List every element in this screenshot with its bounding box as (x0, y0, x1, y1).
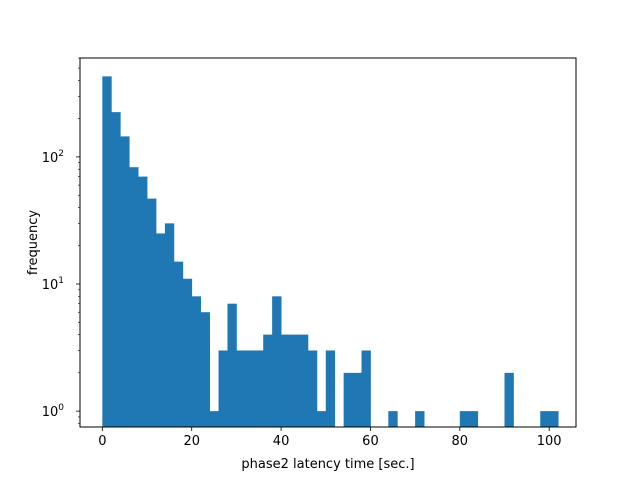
y-axis-label: frequency (26, 210, 41, 276)
histogram-bar (325, 350, 336, 427)
x-axis-label: phase2 latency time [sec.] (241, 457, 414, 472)
histogram-bar (468, 411, 479, 427)
y-tick-label: 100 (42, 403, 65, 420)
histogram-bar (272, 296, 282, 427)
histogram-bar (415, 411, 425, 427)
histogram-bar (155, 233, 166, 427)
histogram-bar (218, 350, 228, 427)
histogram-bar (245, 350, 255, 427)
histogram-bar (164, 223, 175, 427)
histogram-bar (361, 350, 371, 427)
histogram-bar (254, 350, 264, 427)
histogram-bar (138, 176, 148, 427)
y-axis-ticks: 100 101 102 (42, 57, 80, 424)
histogram-bar (388, 411, 398, 427)
histogram-bar (129, 167, 139, 428)
x-tick-label: 60 (362, 434, 379, 449)
histogram-bar (200, 312, 210, 427)
histogram-bar (290, 334, 300, 427)
histogram-bar (191, 296, 202, 427)
histogram-bar (298, 334, 309, 427)
histogram-bar (236, 350, 246, 427)
x-tick-label: 100 (537, 434, 562, 449)
histogram-bar (209, 411, 219, 427)
x-axis-ticks: 0 20 40 60 80 100 (98, 427, 562, 449)
histogram-bar (352, 372, 362, 427)
histogram-bar (120, 136, 130, 427)
histogram-bar (147, 198, 157, 427)
histogram-bar (316, 411, 327, 427)
histogram-bar (459, 411, 470, 427)
y-tick-label: 102 (42, 149, 64, 166)
x-tick-label: 40 (273, 434, 290, 449)
bars-group (102, 76, 559, 428)
histogram-bar (102, 76, 112, 427)
histogram-bar (111, 112, 121, 427)
histogram-bar (173, 261, 184, 427)
histogram-bar (263, 334, 273, 427)
histogram-bar (182, 278, 193, 427)
x-tick-label: 20 (183, 434, 200, 449)
histogram-bar (504, 372, 514, 427)
histogram-bar (227, 303, 237, 427)
x-tick-label: 0 (98, 434, 106, 449)
histogram-bar (307, 350, 318, 427)
x-tick-label: 80 (452, 434, 469, 449)
y-tick-label: 101 (42, 276, 64, 293)
histogram-bar (343, 372, 353, 427)
histogram-bar (540, 411, 550, 427)
plot-frame (79, 57, 577, 428)
histogram-bar (549, 411, 559, 427)
histogram-bar (281, 334, 291, 427)
